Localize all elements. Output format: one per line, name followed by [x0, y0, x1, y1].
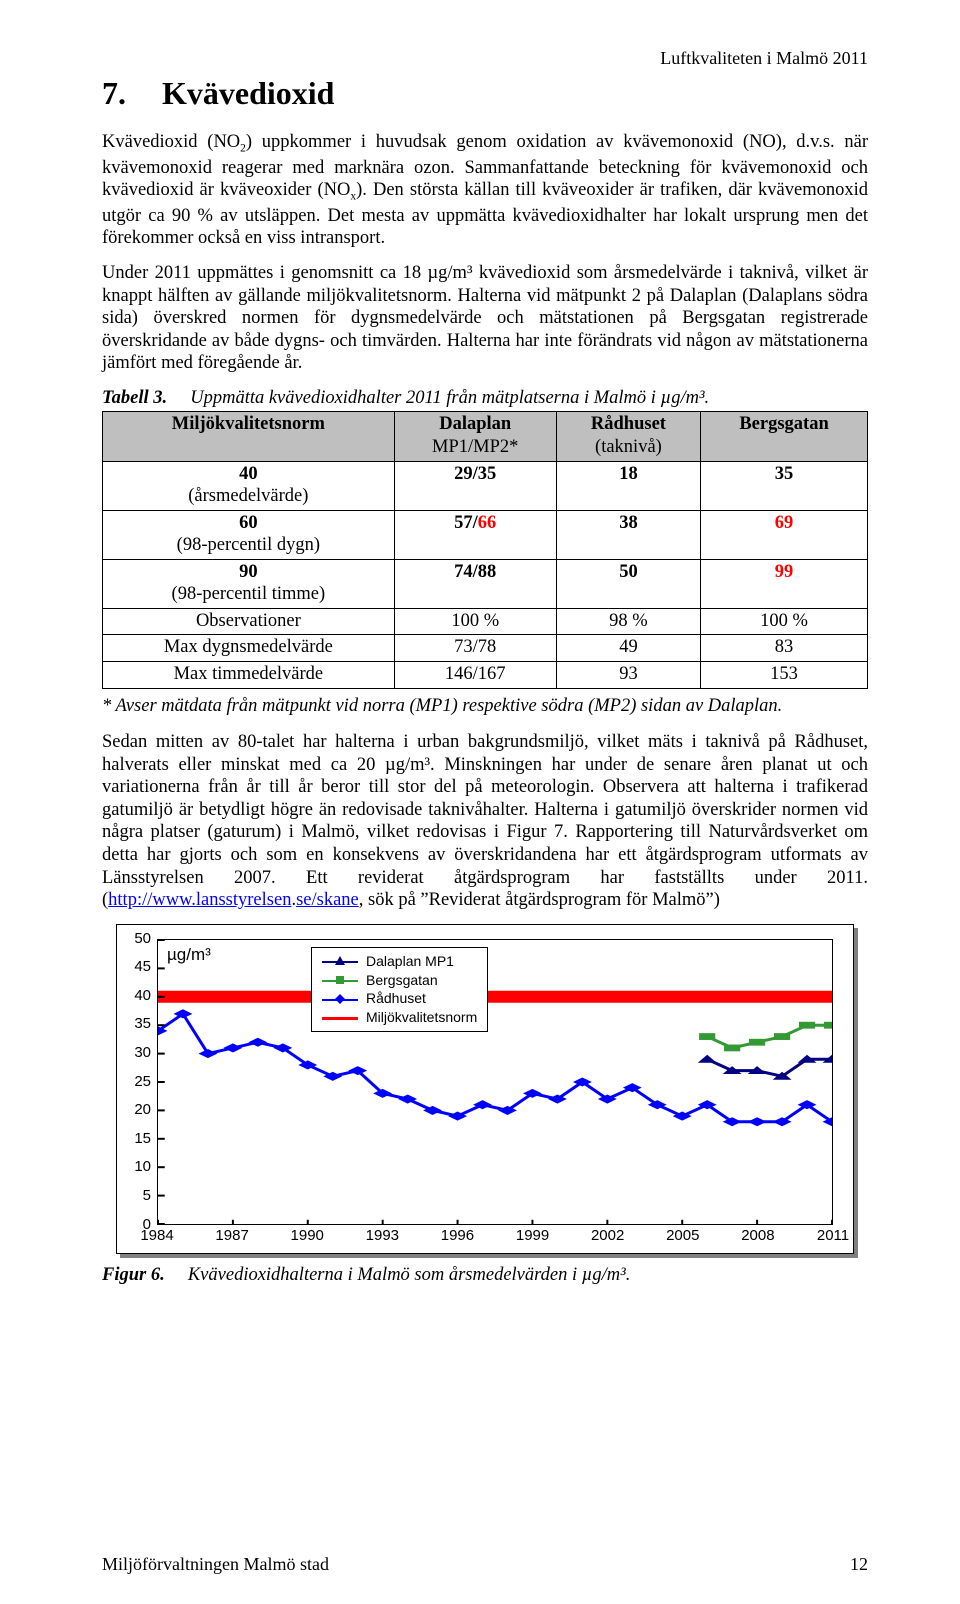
table-cell: 35 — [701, 461, 868, 510]
square-icon — [335, 975, 345, 985]
table-row: Max timmedelvärde 146/167 93 153 — [103, 662, 868, 689]
data-table: Miljökvalitetsnorm Dalaplan MP1/MP2* Råd… — [102, 411, 868, 688]
table-cell: 29/35 — [394, 461, 556, 510]
paragraph-2: Under 2011 uppmättes i genomsnitt ca 18 … — [102, 262, 868, 375]
table-header-cell: Bergsgatan — [701, 412, 868, 461]
paragraph-1: Kvävedioxid (NO2) uppkommer i huvudsak g… — [102, 131, 868, 250]
chart-x-axis: 1984198719901993199619992002200520082011 — [157, 1227, 833, 1249]
chart-y-axis: 05101520253035404550 — [121, 929, 157, 1249]
table-header-cell: Miljökvalitetsnorm — [103, 412, 395, 461]
table-cell: 57/66 — [394, 510, 556, 559]
table-cell: 98 % — [556, 608, 700, 635]
chart: µg/m³ Dalaplan MP1 Bergsgatan — [121, 929, 849, 1249]
legend-item: Bergsgatan — [322, 971, 477, 990]
table-footnote: * Avser mätdata från mätpunkt vid norra … — [102, 695, 868, 718]
link-lansstyrelsen-2[interactable]: se/skane — [296, 890, 359, 910]
section-title: Kvävedioxid — [162, 75, 334, 111]
legend-item: Rådhuset — [322, 989, 477, 1008]
table-caption-text: Uppmätta kvävedioxidhalter 2011 från mät… — [190, 388, 709, 408]
table-row: 60 (98-percentil dygn) 57/66 38 69 — [103, 510, 868, 559]
page-footer: Miljöförvaltningen Malmö stad 12 — [102, 1554, 868, 1576]
table-cell: 93 — [556, 662, 700, 689]
chart-frame: µg/m³ Dalaplan MP1 Bergsgatan — [116, 924, 854, 1254]
table-caption: Tabell 3. Uppmätta kvävedioxidhalter 201… — [102, 387, 868, 410]
table-cell: 74/88 — [394, 559, 556, 608]
footer-page-number: 12 — [850, 1554, 868, 1576]
table-row: Max dygnsmedelvärde 73/78 49 83 — [103, 635, 868, 662]
table-cell: 40 (årsmedelvärde) — [103, 461, 395, 510]
table-cell: 38 — [556, 510, 700, 559]
table-cell: 83 — [701, 635, 868, 662]
section-number: 7. — [102, 74, 162, 113]
table-cell: 73/78 — [394, 635, 556, 662]
chart-legend: Dalaplan MP1 Bergsgatan Rådhuset Mi — [311, 947, 488, 1033]
table-cell: Max dygnsmedelvärde — [103, 635, 395, 662]
page: Luftkvaliteten i Malmö 2011 7.Kvävedioxi… — [0, 0, 960, 1604]
table-cell: 100 % — [394, 608, 556, 635]
chart-plot-area — [157, 939, 833, 1225]
chart-svg — [158, 940, 832, 1224]
figure-label: Figur 6. — [102, 1265, 165, 1285]
diamond-icon — [334, 993, 346, 1005]
table-row: Observationer 100 % 98 % 100 % — [103, 608, 868, 635]
running-head: Luftkvaliteten i Malmö 2011 — [102, 48, 868, 70]
footer-org: Miljöförvaltningen Malmö stad — [102, 1554, 329, 1576]
section-heading: 7.Kvävedioxid — [102, 74, 868, 113]
triangle-icon — [334, 955, 346, 967]
table-cell: 100 % — [701, 608, 868, 635]
table-label: Tabell 3. — [102, 388, 167, 408]
table-cell: 69 — [701, 510, 868, 559]
table-cell: 90 (98-percentil timme) — [103, 559, 395, 608]
paragraph-3: Sedan mitten av 80-talet har halterna i … — [102, 731, 868, 912]
figure-caption-text: Kvävedioxidhalterna i Malmö som årsmedel… — [188, 1265, 631, 1285]
chart-unit-label: µg/m³ — [167, 945, 211, 966]
figure-caption: Figur 6. Kvävedioxidhalterna i Malmö som… — [102, 1264, 868, 1287]
table-cell: 49 — [556, 635, 700, 662]
table-cell: Max timmedelvärde — [103, 662, 395, 689]
table-header-cell: Dalaplan MP1/MP2* — [394, 412, 556, 461]
table-row: 90 (98-percentil timme) 74/88 50 99 — [103, 559, 868, 608]
table-cell: 153 — [701, 662, 868, 689]
table-cell: Observationer — [103, 608, 395, 635]
table-cell: 18 — [556, 461, 700, 510]
table-header-cell: Rådhuset (taknivå) — [556, 412, 700, 461]
table-cell: 146/167 — [394, 662, 556, 689]
link-lansstyrelsen-1[interactable]: http://www.lansstyrelsen — [108, 890, 291, 910]
table-cell: 99 — [701, 559, 868, 608]
table-header-row: Miljökvalitetsnorm Dalaplan MP1/MP2* Råd… — [103, 412, 868, 461]
table-row: 40 (årsmedelvärde) 29/35 18 35 — [103, 461, 868, 510]
legend-item: Miljökvalitetsnorm — [322, 1008, 477, 1027]
table-cell: 50 — [556, 559, 700, 608]
table-cell: 60 (98-percentil dygn) — [103, 510, 395, 559]
legend-item: Dalaplan MP1 — [322, 952, 477, 971]
